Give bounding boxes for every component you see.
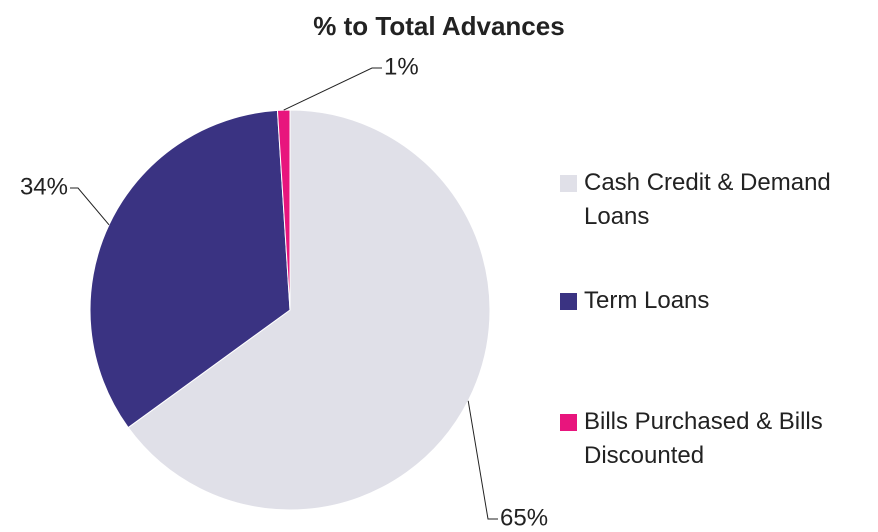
legend-swatch — [560, 175, 577, 192]
chart-title: % to Total Advances — [313, 11, 564, 41]
legend-swatch — [560, 414, 577, 431]
data-label: 65% — [500, 504, 548, 531]
legend-entry: Bills Purchased & Bills Discounted — [560, 405, 870, 473]
leader-line — [283, 67, 382, 111]
pie-slice — [89, 109, 291, 429]
legend-swatch — [560, 293, 577, 310]
leader-line — [467, 400, 498, 520]
leader-line — [70, 187, 110, 226]
legend-label: Bills Purchased & Bills Discounted — [584, 408, 823, 469]
pie-slice — [127, 109, 491, 511]
legend-entry: Term Loans — [560, 284, 870, 318]
data-label: 1% — [384, 53, 419, 80]
pie-slice — [276, 109, 291, 311]
legend-entry: Cash Credit & Demand Loans — [560, 166, 870, 234]
legend-label: Cash Credit & Demand Loans — [584, 169, 831, 230]
data-label: 34% — [20, 173, 68, 200]
legend-label: Term Loans — [584, 287, 710, 314]
